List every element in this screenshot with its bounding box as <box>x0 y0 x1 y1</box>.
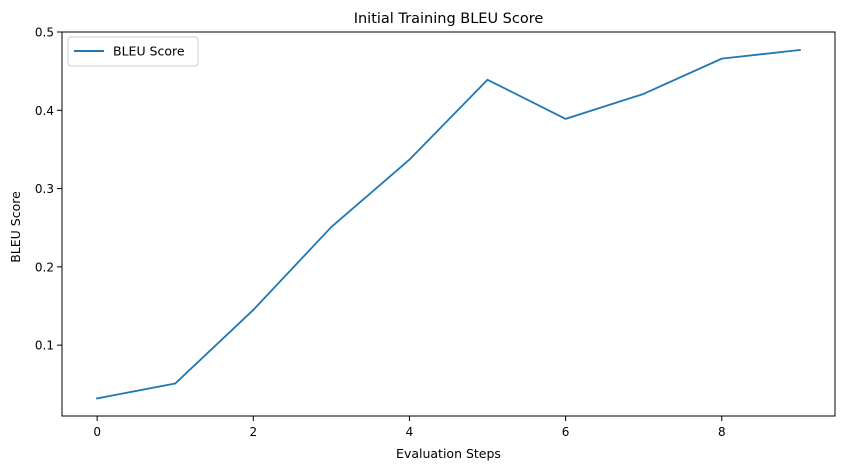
legend-frame <box>67 36 199 67</box>
x-tick-label: 8 <box>718 425 726 439</box>
data-point <box>720 57 723 60</box>
data-point <box>174 382 177 385</box>
legend-label-bleu-score: BLEU Score <box>113 44 185 59</box>
x-tick-label: 4 <box>406 425 414 439</box>
plot-area: 0 2 4 6 8 0.1 0.2 0.3 0.4 0.5 <box>35 26 836 439</box>
data-point <box>330 226 333 228</box>
y-axis-label: BLEU Score <box>8 191 23 263</box>
data-point <box>564 117 567 120</box>
y-tick-label: 0.1 <box>35 339 54 353</box>
series-line-0 <box>96 49 801 400</box>
x-tick-label: 6 <box>562 425 570 439</box>
plot-frame <box>61 31 836 417</box>
data-point <box>252 309 255 311</box>
data-point <box>408 158 411 161</box>
y-tick-label: 0.4 <box>35 104 54 118</box>
data-point <box>798 49 801 51</box>
y-tick-label: 0.5 <box>35 26 54 40</box>
data-point <box>96 397 99 400</box>
y-tick-label: 0.3 <box>35 182 54 196</box>
chart-title: Initial Training BLEU Score <box>354 11 544 27</box>
x-tick-label: 2 <box>249 425 257 439</box>
x-tick-label: 0 <box>93 425 101 439</box>
data-point <box>486 78 489 81</box>
x-axis-label: Evaluation Steps <box>396 446 501 461</box>
y-tick-label: 0.2 <box>35 260 54 274</box>
legend: BLEU Score <box>67 36 199 67</box>
data-point <box>642 92 645 95</box>
